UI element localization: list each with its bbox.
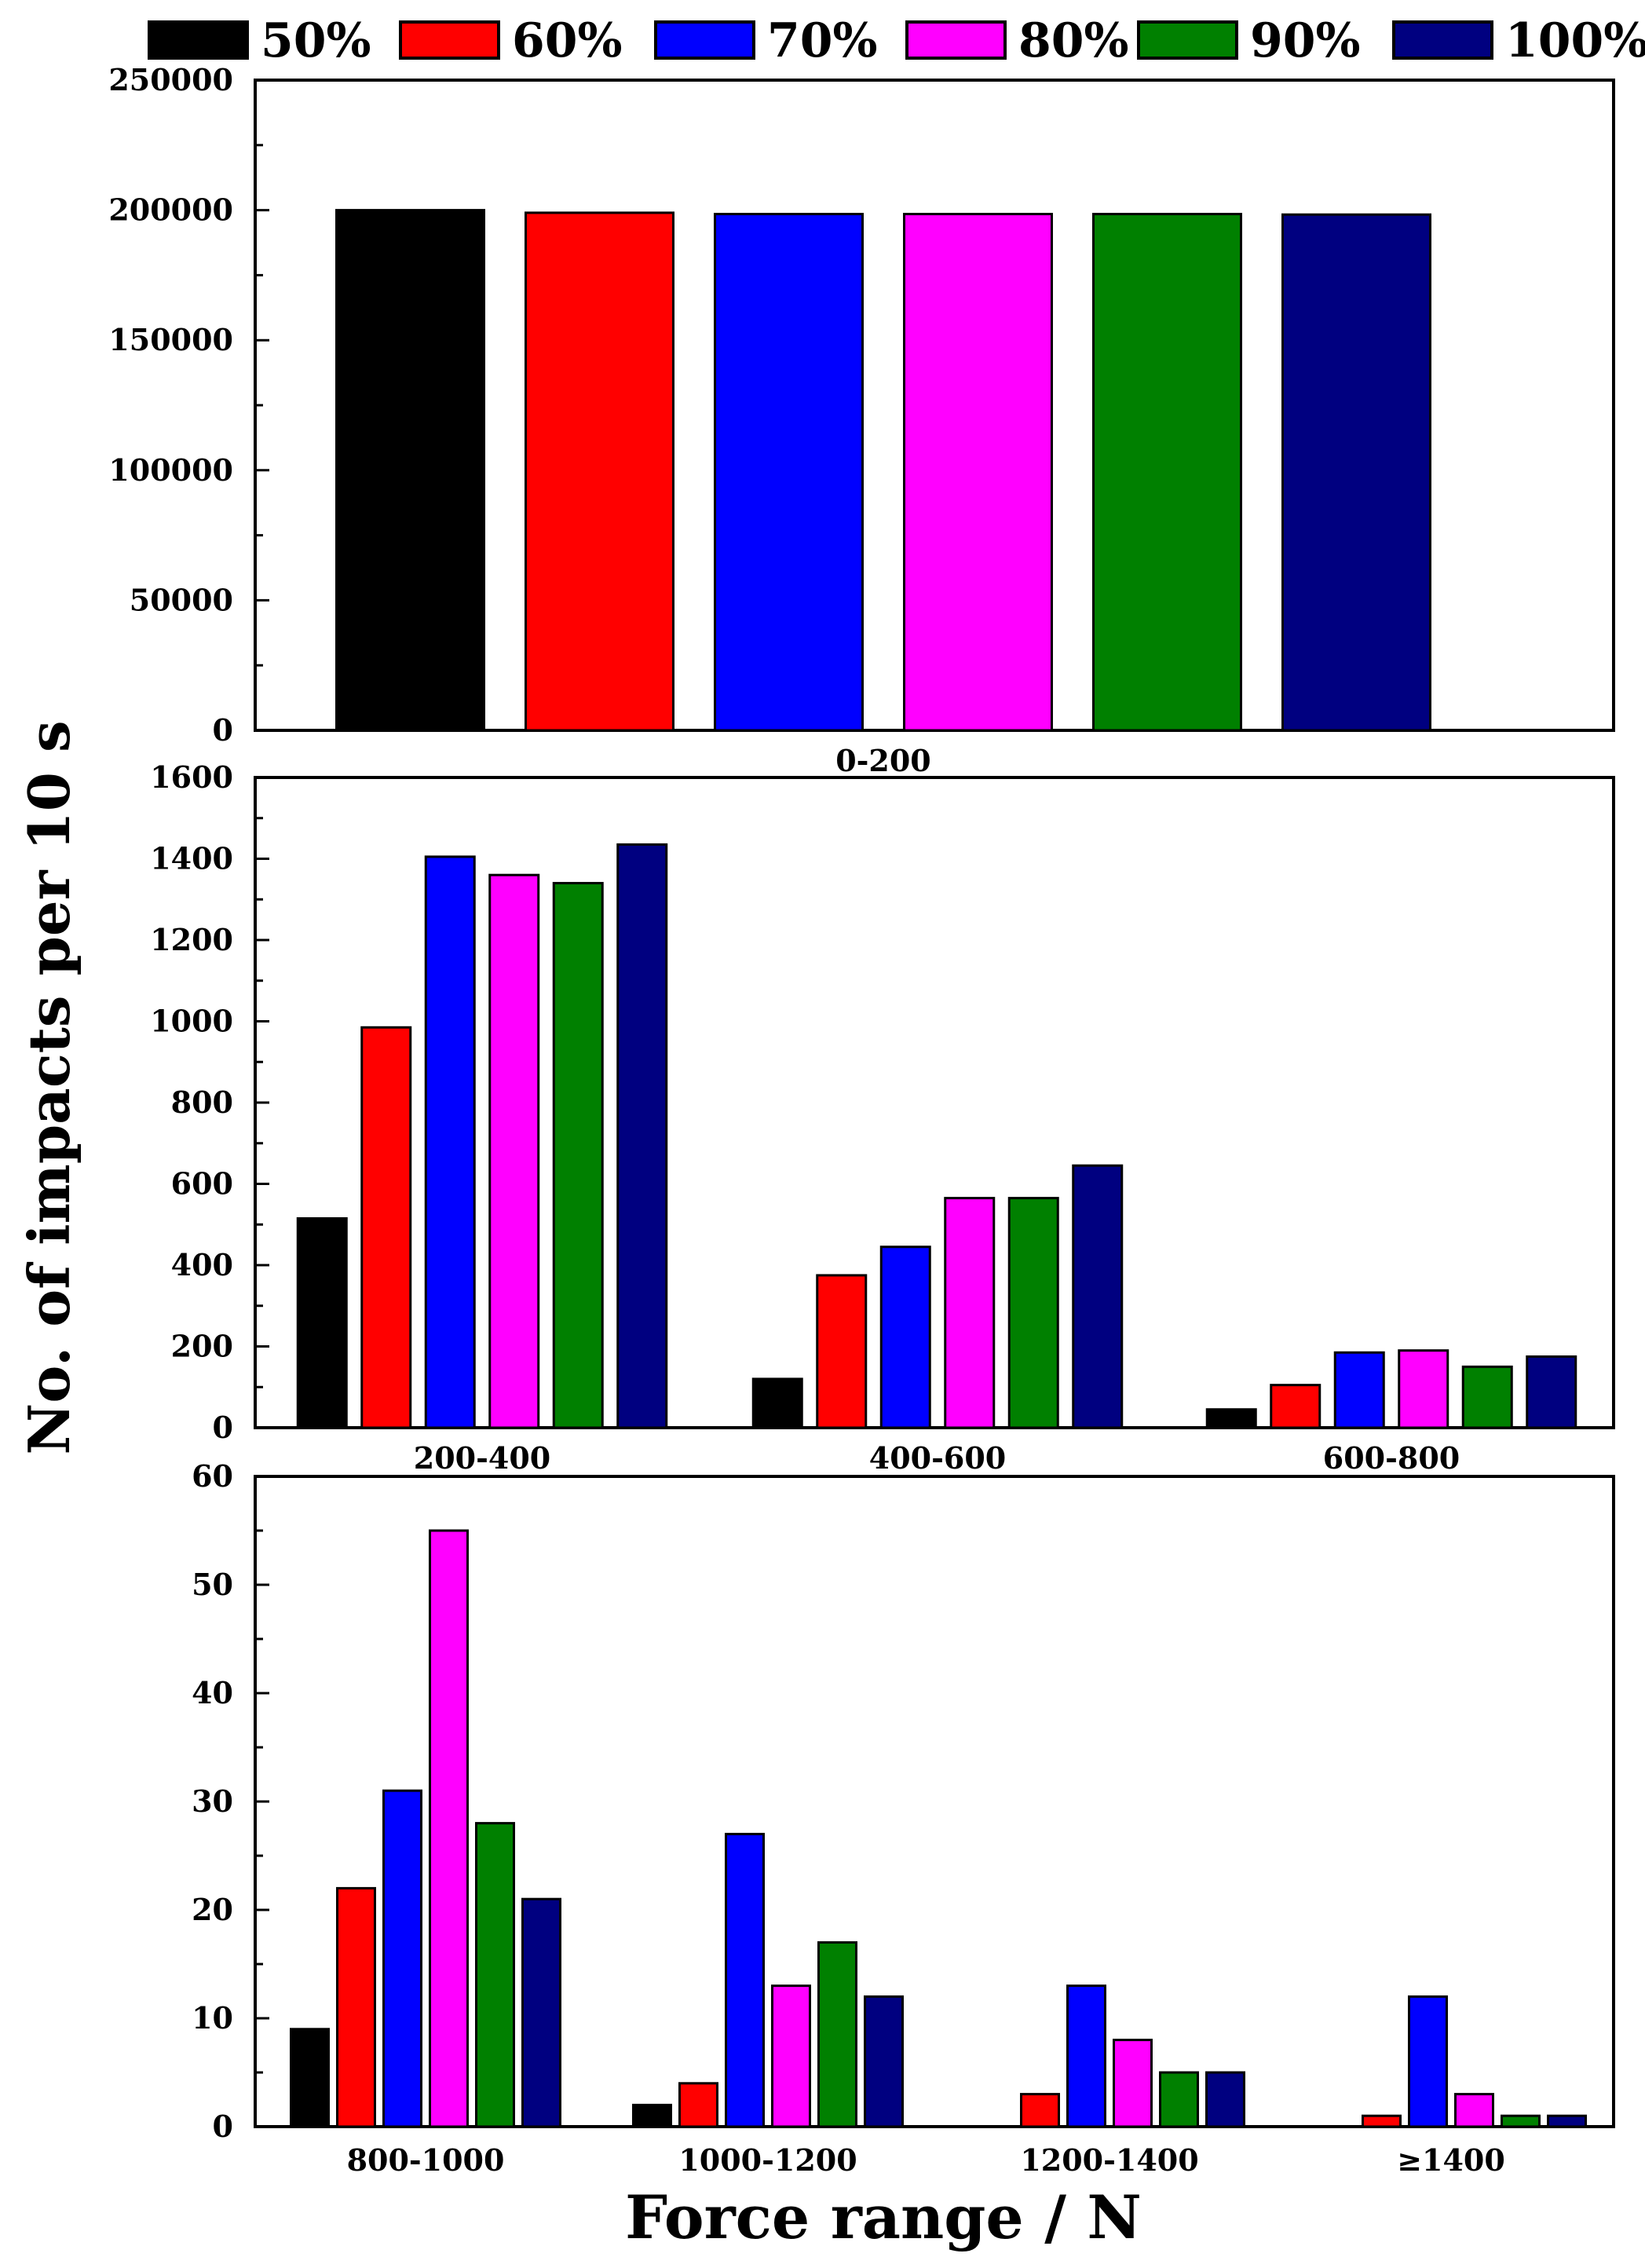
- bar-top-0-200-70: [714, 213, 864, 732]
- y-tick-label-middle: 800: [171, 1085, 233, 1120]
- bar-middle-200-400-100: [616, 843, 668, 1429]
- legend-label-70: 70%: [767, 13, 878, 68]
- bar-bottom-800-1000-90: [475, 1822, 515, 2128]
- y-tick-label-middle: 1400: [150, 841, 233, 876]
- y-tick-label-bottom: 0: [213, 2109, 233, 2144]
- bar-middle-400-600-100: [1072, 1164, 1124, 1429]
- bar-bottom-1200-1400-70: [1066, 1985, 1106, 2128]
- bar-middle-200-400-60: [360, 1026, 412, 1429]
- bar-bottom-1200-1400-80: [1113, 2039, 1153, 2128]
- panel-middle: 0 200 400 600 800 1000 1200 1400 1600 200-400 400-…: [150, 759, 1615, 1476]
- bar-bottom-1400-80: [1454, 2093, 1494, 2128]
- bar-middle-400-600-70: [879, 1246, 931, 1429]
- bar-bottom-1400-100: [1547, 2114, 1587, 2128]
- bar-bottom-1000-1200-90: [817, 1941, 857, 2128]
- category-label-0-200: 0-200: [835, 743, 931, 778]
- bar-top-0-200-80: [903, 213, 1053, 732]
- y-tick-label-bottom: 10: [192, 2000, 233, 2036]
- legend: 50% 60% 70% 80% 90% 100%: [148, 13, 1645, 68]
- y-axis-label: No. of impacts per 10 s: [16, 721, 82, 1455]
- legend-label-50: 50%: [261, 13, 371, 68]
- category-label-1400: ≥1400: [1397, 2142, 1505, 2178]
- legend-label-90: 90%: [1250, 13, 1361, 68]
- y-tick-label-top: 50000: [130, 582, 233, 617]
- category-label-1200-1400: 1200-1400: [1020, 2142, 1198, 2178]
- y-tick-label-middle: 600: [171, 1166, 233, 1202]
- bar-middle-200-400-70: [424, 855, 476, 1429]
- y-tick-label-middle: 400: [171, 1247, 233, 1282]
- bar-middle-200-400-80: [488, 873, 540, 1429]
- chart-panels: 0500001000001500002000002500000-20002004…: [108, 62, 1615, 2178]
- bar-middle-200-400-90: [552, 882, 604, 1429]
- bar-bottom-800-1000-80: [429, 1529, 469, 2128]
- bar-bottom-1400-70: [1408, 1995, 1448, 2128]
- x-axis-label: Force range / N: [625, 2182, 1142, 2252]
- legend-swatch-70: [654, 20, 755, 60]
- bar-middle-600-800-70: [1333, 1351, 1385, 1429]
- bar-middle-600-800-60: [1270, 1384, 1321, 1429]
- category-label-800-1000: 800-1000: [347, 2142, 505, 2178]
- y-tick-label-middle: 1000: [150, 1004, 233, 1039]
- y-tick-label-middle: 1200: [150, 922, 233, 957]
- bar-middle-200-400-50: [296, 1216, 348, 1429]
- bar-top-0-200-90: [1092, 213, 1242, 732]
- y-tick-label-top: 150000: [108, 322, 233, 357]
- bar-middle-600-800-50: [1205, 1408, 1257, 1429]
- bar-middle-400-600-60: [816, 1274, 868, 1429]
- legend-label-60: 60%: [512, 13, 623, 68]
- bar-bottom-1000-1200-70: [725, 1832, 765, 2128]
- y-tick-label-top: 200000: [108, 192, 233, 228]
- bar-bottom-1000-1200-100: [864, 1995, 904, 2128]
- bar-bottom-800-1000-60: [336, 1886, 376, 2128]
- y-tick-label-top: 100000: [108, 452, 233, 488]
- legend-swatch-90: [1137, 20, 1238, 60]
- bar-bottom-1200-1400-100: [1205, 2071, 1245, 2128]
- y-tick-label-top: 250000: [108, 62, 233, 97]
- bar-bottom-1200-1400-90: [1159, 2071, 1199, 2128]
- y-tick-label-middle: 1600: [150, 759, 233, 795]
- bar-bottom-800-1000-100: [521, 1897, 561, 2128]
- category-label-600-800: 600-800: [1323, 1440, 1460, 1476]
- legend-swatch-60: [399, 20, 500, 60]
- bar-bottom-1000-1200-50: [632, 2103, 672, 2128]
- legend-swatch-50: [148, 20, 249, 60]
- category-label-1000-1200: 1000-1200: [678, 2142, 857, 2178]
- bar-bottom-1200-1400-60: [1020, 2093, 1060, 2128]
- y-tick-label-middle: 200: [171, 1329, 233, 1364]
- bar-bottom-1400-90: [1501, 2114, 1541, 2128]
- y-tick-label-bottom: 20: [192, 1892, 233, 1927]
- bar-middle-400-600-90: [1007, 1197, 1059, 1429]
- bar-middle-600-800-90: [1461, 1365, 1513, 1429]
- category-label-400-600: 400-600: [869, 1440, 1006, 1476]
- panel-top: 0 50000 100000 150000 200000 250000 0-200: [108, 62, 1615, 778]
- bar-top-0-200-50: [335, 209, 485, 732]
- bar-bottom-800-1000-50: [290, 2028, 330, 2128]
- bar-middle-600-800-100: [1526, 1355, 1577, 1429]
- bar-top-0-200-100: [1281, 213, 1431, 732]
- y-tick-label-top: 0: [213, 712, 233, 748]
- legend-label-80: 80%: [1018, 13, 1129, 68]
- bar-top-0-200-60: [525, 211, 674, 732]
- bar-middle-400-600-80: [944, 1197, 996, 1429]
- bar-bottom-1400-60: [1362, 2114, 1402, 2128]
- bar-bottom-1000-1200-60: [678, 2082, 718, 2128]
- y-tick-label-middle: 0: [213, 1410, 233, 1445]
- bar-middle-600-800-80: [1398, 1349, 1449, 1429]
- y-tick-label-bottom: 40: [192, 1675, 233, 1710]
- legend-swatch-80: [905, 20, 1007, 60]
- legend-swatch-100: [1392, 20, 1493, 60]
- bar-bottom-1000-1200-80: [771, 1985, 811, 2128]
- legend-label-100: 100%: [1505, 13, 1645, 68]
- category-label-200-400: 200-400: [414, 1440, 550, 1476]
- y-tick-label-bottom: 50: [192, 1567, 233, 1602]
- bar-middle-400-600-50: [751, 1377, 803, 1429]
- panel-bottom: 0 10 20 30 40 50 60 800-1000 1000-1200 1200-1400 ≥…: [192, 1458, 1615, 2178]
- y-tick-label-bottom: 30: [192, 1783, 233, 1819]
- y-tick-label-bottom: 60: [192, 1458, 233, 1494]
- bar-bottom-800-1000-70: [382, 1789, 422, 2128]
